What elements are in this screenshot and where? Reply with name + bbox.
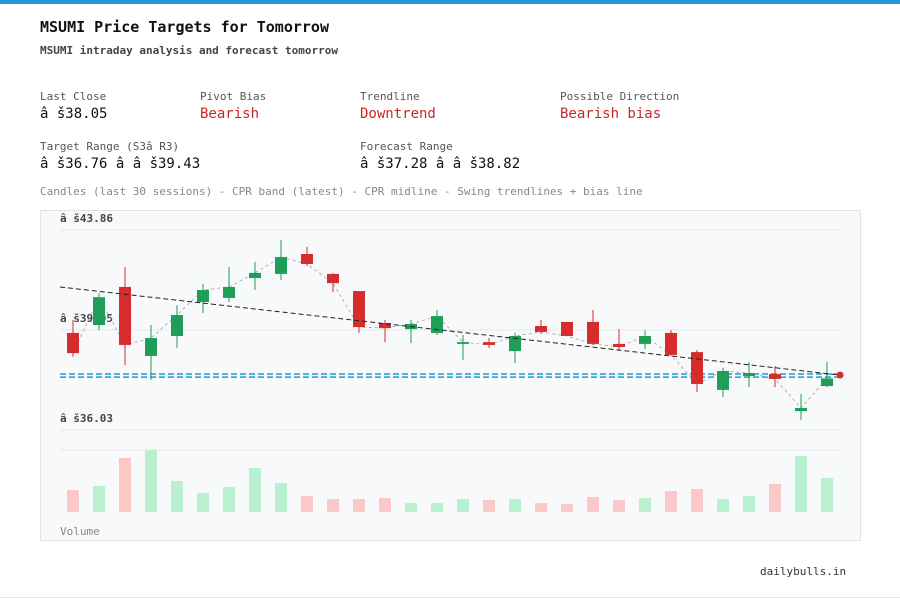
title: MSUMI Price Targets for Tomorrow <box>40 18 329 36</box>
bottom-line <box>0 597 900 598</box>
volume-bar <box>613 500 625 512</box>
chart-frame <box>40 210 861 541</box>
stat-label: Forecast Range <box>360 140 453 153</box>
volume-bar <box>691 489 703 512</box>
candle-body <box>613 343 625 347</box>
candle-body <box>197 290 209 303</box>
candle-body <box>379 322 391 329</box>
candle-body <box>249 272 261 279</box>
candle-body <box>301 254 313 264</box>
volume-bar <box>67 490 79 512</box>
volume-bar <box>587 497 599 512</box>
stat-label: Pivot Bias <box>200 90 267 103</box>
candle-body <box>171 315 183 337</box>
trendline <box>59 286 841 376</box>
candle-body <box>119 286 131 345</box>
volume-label: Volume <box>60 525 100 538</box>
volume-bar <box>483 500 495 512</box>
stat-label: Possible Direction <box>560 90 680 103</box>
candle-body <box>821 378 833 387</box>
candle-body <box>457 342 469 344</box>
volume-bar <box>821 478 833 512</box>
chart-caption: Candles (last 30 sessions) - CPR band (l… <box>40 185 643 198</box>
volume-bar <box>743 496 755 512</box>
volume-bar <box>301 496 313 512</box>
candle-body <box>327 273 339 284</box>
candle-body <box>223 286 235 298</box>
volume-bar <box>119 458 131 512</box>
candle-body <box>431 316 443 333</box>
candle-body <box>691 352 703 385</box>
candle-body <box>535 326 547 332</box>
volume-bar <box>431 503 443 512</box>
volume-bar <box>561 504 573 512</box>
candle-body <box>483 342 495 345</box>
volume-bar <box>93 486 105 512</box>
y-tick-label: â š39.95 <box>60 312 113 325</box>
stat-value: Bearish bias <box>560 106 662 122</box>
top-bar <box>0 0 900 4</box>
bias-point <box>836 371 844 379</box>
footer: dailybulls.in <box>760 565 847 578</box>
candle-body <box>145 338 157 356</box>
candle-body <box>743 373 755 377</box>
volume-bar <box>535 503 547 512</box>
stat-value: Bearish <box>200 106 260 122</box>
volume-bar <box>795 456 807 512</box>
volume-bar <box>327 499 339 512</box>
volume-bar <box>171 481 183 512</box>
candle-body <box>769 374 781 379</box>
candle-body <box>93 297 105 326</box>
volume-bar <box>665 491 677 512</box>
volume-bar <box>223 487 235 512</box>
volume-bar <box>379 498 391 512</box>
candle-body <box>717 370 729 390</box>
stat-label: Trendline <box>360 90 420 103</box>
volume-bar <box>353 499 365 512</box>
volume-bar <box>249 468 261 512</box>
stat-label: Target Range (S3â R3) <box>40 140 180 153</box>
candle-body <box>561 321 573 337</box>
candle-body <box>509 336 521 352</box>
y-tick-label: â š36.03 <box>60 412 113 425</box>
subtitle: MSUMI intraday analysis and forecast tom… <box>40 44 339 57</box>
candle-body <box>795 408 807 412</box>
candle-body <box>639 336 651 344</box>
stat-value: Downtrend <box>360 106 436 122</box>
volume-bar <box>405 503 417 512</box>
volume-bar <box>509 499 521 512</box>
candle-body <box>67 332 79 354</box>
volume-bar <box>639 498 651 512</box>
volume-bar <box>275 483 287 512</box>
stat-value: â š38.05 <box>40 106 108 122</box>
candle-body <box>587 321 599 344</box>
volume-bar <box>457 499 469 512</box>
stat-value: â š36.76 â â š39.43 <box>40 156 201 172</box>
volume-bar <box>197 493 209 512</box>
volume-bar <box>145 450 157 512</box>
stat-label: Last Close <box>40 90 107 103</box>
volume-bar <box>769 484 781 512</box>
y-tick-label: â š43.86 <box>60 212 113 225</box>
volume-bar <box>717 499 729 512</box>
candle-body <box>353 291 365 328</box>
stat-value: â š37.28 â â š38.82 <box>360 156 521 172</box>
candle-body <box>275 257 287 274</box>
candle-body <box>665 332 677 355</box>
